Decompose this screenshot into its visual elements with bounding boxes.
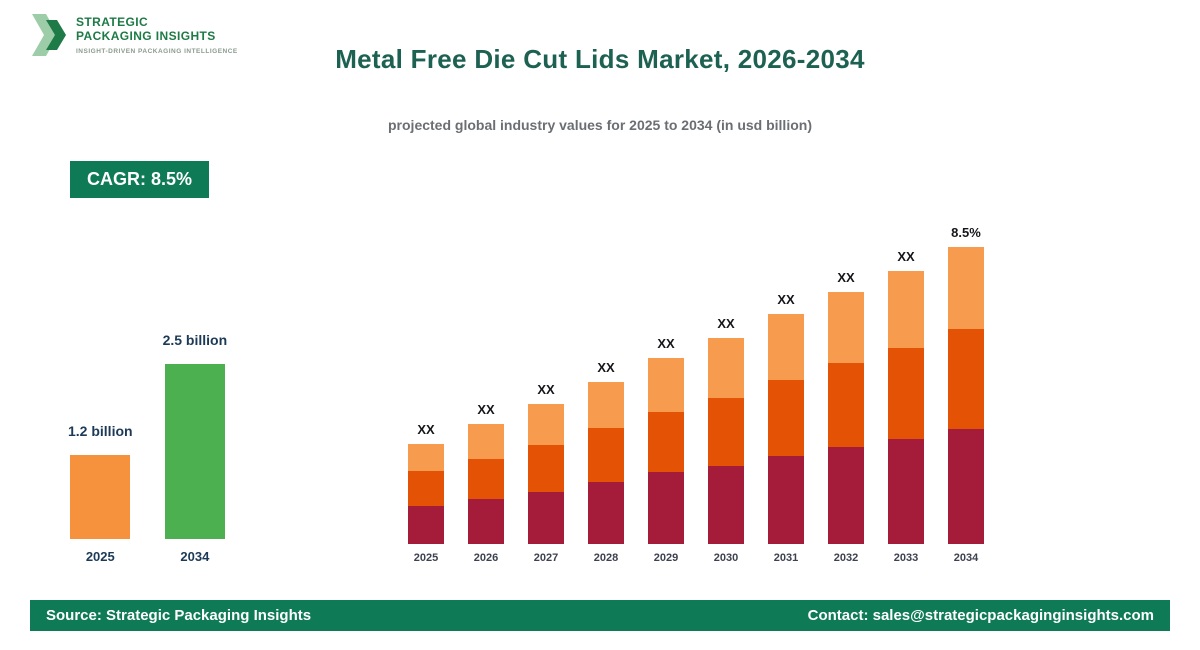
projection-bar-group-2029: XX 2029 <box>648 336 684 564</box>
segment-bottom-2029 <box>648 472 684 544</box>
projection-year-label: 2029 <box>653 552 679 564</box>
projection-bar-label: XX <box>897 249 915 264</box>
segment-middle-2027 <box>528 445 564 492</box>
projection-year-label: 2030 <box>713 552 739 564</box>
page-subtitle: projected global industry values for 202… <box>388 117 812 133</box>
segment-bottom-2034 <box>948 429 984 544</box>
projection-bar-group-2027: XX 2027 <box>528 382 564 564</box>
projection-bar-label: XX <box>717 316 735 331</box>
projection-bar-group-2028: XX 2028 <box>588 360 624 564</box>
segment-middle-2032 <box>828 363 864 447</box>
page-title: Metal Free Die Cut Lids Market, 2026-203… <box>335 44 865 74</box>
projection-bar-2025 <box>408 444 444 544</box>
segment-middle-2025 <box>408 471 444 506</box>
projection-bar-group-2030: XX 2030 <box>708 316 744 564</box>
projection-bar-label: XX <box>777 292 795 307</box>
segment-bottom-2027 <box>528 492 564 544</box>
projection-year-label: 2032 <box>833 552 859 564</box>
projection-year-label: 2026 <box>473 552 499 564</box>
segment-bottom-2033 <box>888 439 924 544</box>
projection-year-label: 2031 <box>773 552 799 564</box>
footer-source: Source: Strategic Packaging Insights <box>46 607 312 624</box>
cagr-badge: CAGR: 8.5% <box>70 161 210 198</box>
projection-bar-group-2032: XX 2032 <box>828 270 864 564</box>
projection-bar-group-2033: XX 2033 <box>888 249 924 564</box>
projection-bar-label: 8.5% <box>951 225 981 240</box>
segment-bottom-2030 <box>708 466 744 544</box>
segment-top-2032 <box>828 292 864 363</box>
projection-bar-2032 <box>828 292 864 544</box>
footer-contact[interactable]: Contact: sales@strategicpackaginginsight… <box>807 607 1154 624</box>
projection-bar-group-2025: XX 2025 <box>408 422 444 564</box>
footer-bar: Source: Strategic Packaging Insights Con… <box>30 600 1170 631</box>
projection-bar-group-2031: XX 2031 <box>768 292 804 564</box>
segment-top-2028 <box>588 382 624 428</box>
projection-year-label: 2025 <box>413 552 439 564</box>
projection-bar-label: XX <box>597 360 615 375</box>
segment-middle-2033 <box>888 348 924 439</box>
summary-year-label: 2025 <box>85 549 115 564</box>
projection-bar-2034 <box>948 247 984 544</box>
projection-bar-2033 <box>888 271 924 544</box>
summary-value-label: 1.2 billion <box>68 423 133 439</box>
brand-logo: STRATEGIC PACKAGING INSIGHTS INSIGHT-DRI… <box>30 12 238 63</box>
projection-bar-label: XX <box>657 336 675 351</box>
brand-logo-icon <box>30 12 68 63</box>
projection-bar-label: XX <box>477 402 495 417</box>
segment-middle-2028 <box>588 428 624 482</box>
projection-bar-label: XX <box>837 270 855 285</box>
segment-bottom-2032 <box>828 447 864 544</box>
segment-bottom-2026 <box>468 499 504 544</box>
segment-bottom-2031 <box>768 456 804 544</box>
brand-name-line2: PACKAGING INSIGHTS <box>76 28 216 43</box>
segment-bottom-2025 <box>408 506 444 544</box>
summary-bar-group-2034: 2.5 billion 2034 <box>163 332 228 564</box>
projection-bar-2029 <box>648 358 684 544</box>
segment-middle-2030 <box>708 398 744 466</box>
segment-middle-2031 <box>768 380 804 456</box>
brand-text: STRATEGIC PACKAGING INSIGHTS INSIGHT-DRI… <box>76 12 238 55</box>
segment-top-2025 <box>408 444 444 471</box>
projection-year-label: 2027 <box>533 552 559 564</box>
brand-name-line1: STRATEGIC <box>76 15 149 29</box>
segment-top-2030 <box>708 338 744 398</box>
projection-bar-2028 <box>588 382 624 544</box>
projection-chart: XX 2025 XX 2026 XX 2027 XX 2028 XX 2029 XX 2030 XX 20… <box>408 225 984 564</box>
segment-bottom-2028 <box>588 482 624 544</box>
projection-year-label: 2028 <box>593 552 619 564</box>
segment-top-2034 <box>948 247 984 329</box>
segment-top-2029 <box>648 358 684 412</box>
projection-year-label: 2033 <box>893 552 919 564</box>
segment-top-2027 <box>528 404 564 445</box>
segment-top-2033 <box>888 271 924 348</box>
projection-bar-group-2026: XX 2026 <box>468 402 504 564</box>
projection-bar-group-2034: 8.5% 2034 <box>948 225 984 564</box>
projection-bar-2026 <box>468 424 504 544</box>
projection-bar-2031 <box>768 314 804 544</box>
projection-bar-label: XX <box>417 422 435 437</box>
projection-bar-label: XX <box>537 382 555 397</box>
projection-year-label: 2034 <box>953 552 979 564</box>
summary-value-label: 2.5 billion <box>162 332 228 348</box>
segment-middle-2034 <box>948 329 984 429</box>
projection-bar-2027 <box>528 404 564 544</box>
summary-bar-2025 <box>70 455 131 539</box>
segment-middle-2026 <box>468 459 504 499</box>
summary-bar-group-2025: 1.2 billion 2025 <box>68 423 133 564</box>
summary-bar-2034 <box>164 364 225 539</box>
summary-year-label: 2034 <box>180 549 210 564</box>
segment-top-2031 <box>768 314 804 380</box>
projection-bar-2030 <box>708 338 744 544</box>
segment-middle-2029 <box>648 412 684 472</box>
growth-summary-chart: 1.2 billion 2025 2.5 billion 2034 <box>68 332 227 564</box>
brand-tagline: INSIGHT-DRIVEN PACKAGING INTELLIGENCE <box>76 47 238 55</box>
segment-top-2026 <box>468 424 504 459</box>
